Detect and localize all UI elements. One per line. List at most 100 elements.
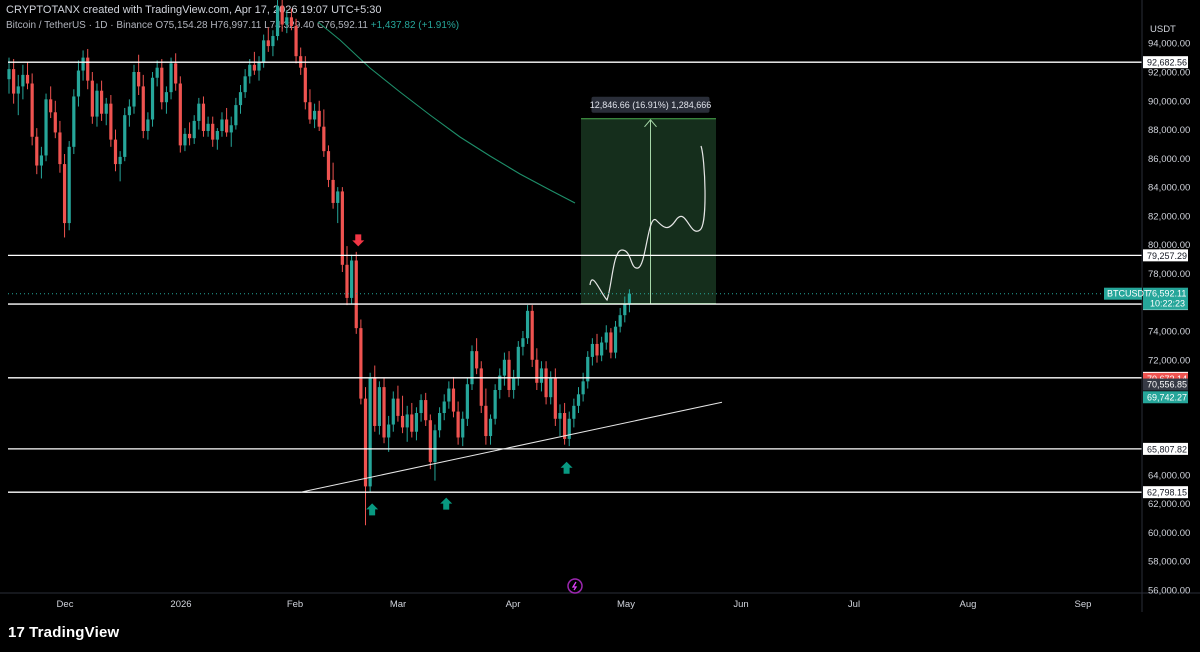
price-tick-label: 82,000.00	[1148, 211, 1190, 222]
candle-body	[572, 405, 576, 419]
candle-body	[326, 151, 331, 180]
candle-body	[30, 83, 34, 137]
candle	[475, 338, 479, 375]
candle-body	[373, 378, 377, 426]
candle-body	[312, 110, 317, 120]
candle-body	[127, 106, 131, 116]
time-axis[interactable]: Dec 2026 Feb Mar Apr May Jun Jul Aug Sep	[57, 599, 1092, 610]
candle	[567, 411, 571, 447]
candle	[299, 47, 303, 75]
candle	[266, 27, 270, 52]
candle-body	[391, 398, 395, 425]
symbol-tag-label: BTCUSDT	[1107, 289, 1150, 299]
candle	[470, 345, 474, 390]
candle-body	[187, 133, 192, 139]
candle-body	[39, 155, 44, 166]
candle	[123, 107, 127, 162]
candle-body	[387, 424, 391, 438]
candle-body	[600, 342, 604, 356]
price-tags-layer: 76,592.1110:22:23BTCUSDT70,672.1470,556.…	[1104, 287, 1188, 404]
candle-body	[627, 293, 632, 304]
trendline-layer[interactable]	[8, 293, 1142, 493]
symbol-legend[interactable]: Bitcoin / TetherUS · 1D · Binance O75,15…	[6, 20, 459, 31]
candle	[410, 402, 414, 438]
candle-body	[137, 72, 141, 87]
footer	[0, 612, 1200, 652]
candle	[382, 378, 386, 444]
candle-body	[563, 413, 567, 439]
candle-body	[201, 103, 206, 131]
candle	[12, 59, 16, 104]
candle	[58, 120, 62, 173]
price-tick-label: 60,000.00	[1148, 528, 1190, 539]
candle	[109, 95, 113, 147]
candle-body	[359, 328, 363, 399]
candle	[331, 162, 335, 209]
candle-body	[447, 388, 451, 402]
candle	[498, 368, 502, 399]
price-tag-box	[1143, 378, 1188, 391]
candle	[623, 296, 627, 323]
candle-body	[609, 332, 613, 353]
time-tick-label: Dec	[57, 599, 74, 610]
candle	[39, 146, 44, 179]
level-label-box	[1143, 56, 1188, 69]
candle-body	[100, 90, 104, 114]
candle	[516, 341, 520, 386]
candle-body	[81, 57, 85, 71]
time-tick-label: Sep	[1075, 599, 1092, 610]
candle-body	[590, 343, 594, 357]
candle-body	[104, 103, 108, 114]
candle-body	[95, 90, 99, 117]
candle	[507, 351, 511, 398]
candle	[572, 398, 576, 428]
support-trendline[interactable]	[300, 401, 723, 493]
candle-body	[271, 36, 275, 47]
candle-body	[479, 368, 483, 406]
position-label-box	[591, 96, 710, 113]
price-tick-label: 56,000.00	[1148, 586, 1190, 597]
tradingview-logo-icon: 17	[8, 624, 26, 641]
time-tick-label: 2026	[170, 599, 191, 610]
candle-body	[16, 86, 20, 94]
candle	[252, 51, 256, 75]
position-label: 12,846.66 (16.91%) 1,284,666	[590, 100, 712, 110]
price-tag-label: 70,556.85	[1147, 380, 1187, 390]
candle-body	[377, 387, 381, 426]
candle	[201, 96, 206, 137]
price-tag-countdown: 10:22:23	[1150, 299, 1185, 309]
candle	[586, 351, 590, 389]
candle-body	[451, 388, 456, 412]
candle	[53, 100, 57, 139]
candle-body	[211, 123, 215, 140]
replay-icon[interactable]	[567, 578, 583, 594]
candle-body	[118, 156, 122, 165]
candle	[549, 371, 553, 405]
currency-label[interactable]: USDT	[1150, 24, 1176, 35]
candle-body	[248, 64, 252, 77]
tradingview-logo[interactable]: 17 TradingView	[8, 624, 119, 641]
price-axis[interactable]: 94,000.00 92,000.00 90,000.00 88,000.00 86,0…	[0, 0, 1200, 612]
ohlc-open: O75,154.28	[155, 20, 208, 31]
candle	[16, 74, 20, 116]
candle-body	[275, 5, 280, 37]
candle	[405, 405, 409, 442]
candle-body	[400, 415, 405, 428]
candle	[174, 53, 178, 91]
position-profit-zone[interactable]	[581, 118, 716, 304]
candle-body	[442, 401, 446, 414]
moving-average-layer	[317, 21, 576, 204]
long-position-tool[interactable]: 12,846.66 (16.91%) 1,284,666	[581, 96, 716, 305]
price-chart[interactable]: 12,846.66 (16.91%) 1,284,666 92,682.56 79…	[0, 0, 1200, 612]
candle	[600, 336, 604, 362]
candle-body	[539, 368, 544, 383]
candle	[424, 392, 428, 426]
candle-body	[549, 378, 553, 398]
candle	[558, 404, 562, 437]
candle-body	[516, 346, 520, 379]
candle	[62, 154, 67, 238]
candle	[271, 30, 275, 57]
price-tick-label: 86,000.00	[1148, 154, 1190, 165]
candle	[132, 64, 136, 114]
position-arrow-head	[644, 118, 657, 128]
